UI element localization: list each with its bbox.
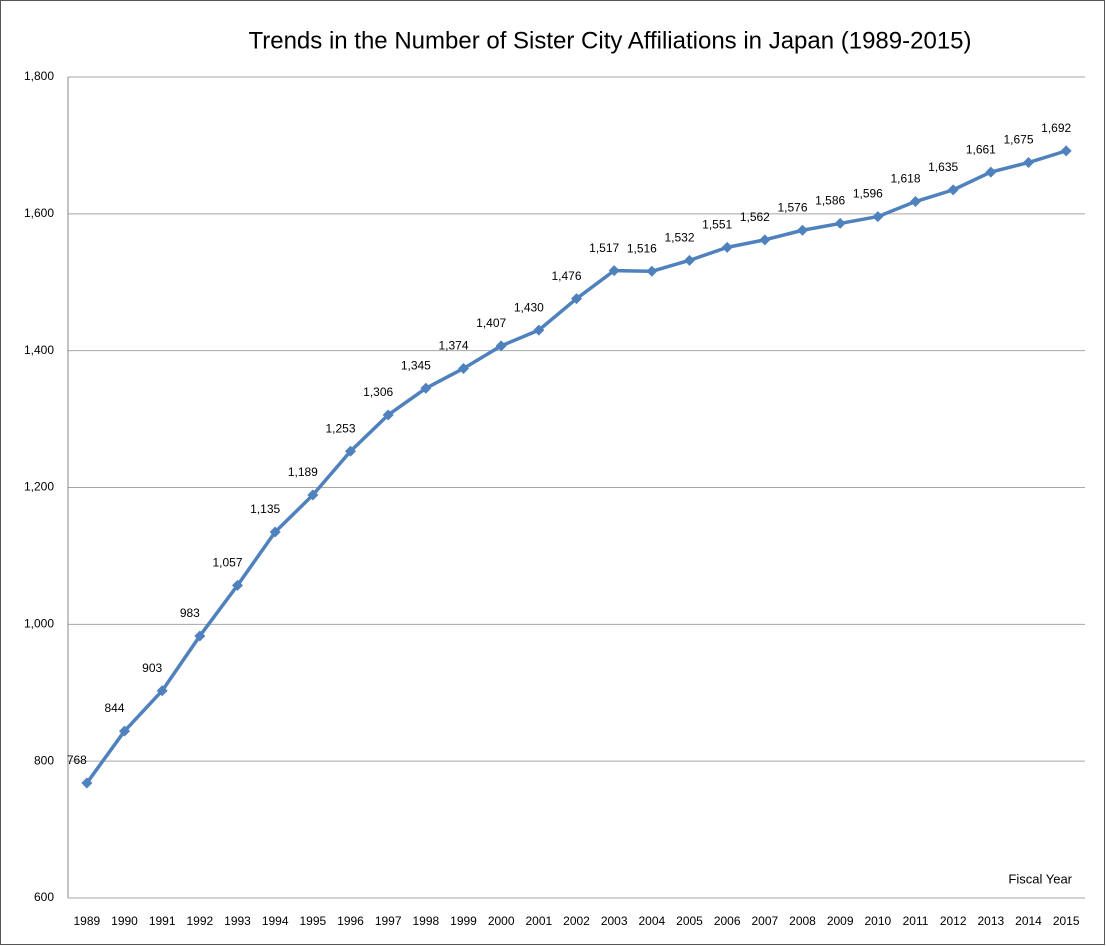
point-marker bbox=[910, 196, 921, 208]
x-tick-label: 1993 bbox=[224, 914, 251, 928]
data-label: 1,189 bbox=[288, 465, 318, 479]
point-marker bbox=[759, 234, 771, 246]
point-marker bbox=[721, 241, 733, 253]
x-tick-label: 1989 bbox=[73, 914, 100, 928]
x-tick-label: 2002 bbox=[563, 914, 590, 928]
data-label: 1,476 bbox=[551, 269, 581, 283]
data-label: 1,596 bbox=[853, 187, 883, 201]
point-marker bbox=[420, 382, 432, 394]
data-label: 1,306 bbox=[363, 385, 393, 399]
x-tick-label: 1994 bbox=[262, 914, 289, 928]
point-marker bbox=[156, 685, 168, 697]
x-tick-label: 1996 bbox=[337, 914, 364, 928]
point-marker bbox=[345, 445, 356, 457]
data-label: 983 bbox=[180, 606, 200, 620]
x-tick-label: 2012 bbox=[940, 914, 967, 928]
point-marker bbox=[458, 362, 469, 374]
x-tick-label: 2008 bbox=[789, 914, 816, 928]
data-label: 1,675 bbox=[1003, 133, 1033, 147]
data-label: 1,562 bbox=[740, 210, 770, 224]
data-label: 1,618 bbox=[890, 172, 920, 186]
x-tick-label: 2011 bbox=[903, 914, 929, 928]
data-label: 1,635 bbox=[928, 160, 958, 174]
data-label: 1,430 bbox=[514, 300, 544, 314]
x-tick-label: 2006 bbox=[714, 914, 741, 928]
x-tick-label: 2009 bbox=[827, 914, 854, 928]
x-tick-label: 1997 bbox=[375, 914, 402, 928]
point-marker bbox=[646, 265, 658, 277]
point-marker bbox=[382, 409, 394, 421]
point-marker bbox=[797, 224, 808, 236]
y-tick-label: 1,000 bbox=[24, 617, 54, 631]
data-label: 1,661 bbox=[966, 142, 996, 156]
point-marker bbox=[985, 166, 997, 178]
point-marker bbox=[307, 489, 319, 501]
point-marker bbox=[608, 265, 620, 277]
x-tick-label: 1992 bbox=[186, 914, 213, 928]
x-tick-label: 1998 bbox=[412, 914, 439, 928]
y-tick-label: 1,600 bbox=[24, 206, 54, 220]
data-label: 1,532 bbox=[664, 231, 694, 245]
y-tick-label: 600 bbox=[34, 890, 54, 904]
y-tick-label: 1,200 bbox=[24, 480, 54, 494]
data-label: 1,516 bbox=[627, 241, 657, 255]
point-marker bbox=[232, 579, 243, 591]
x-tick-label: 2014 bbox=[1015, 914, 1042, 928]
y-tick-label: 800 bbox=[34, 753, 54, 767]
data-label: 1,692 bbox=[1041, 121, 1071, 135]
point-marker bbox=[81, 777, 93, 789]
point-marker bbox=[119, 725, 130, 737]
point-marker bbox=[194, 630, 206, 642]
x-tick-label: 2005 bbox=[676, 914, 703, 928]
y-tick-label: 1,400 bbox=[24, 343, 54, 357]
point-marker bbox=[1023, 157, 1034, 169]
data-label: 1,576 bbox=[777, 200, 807, 214]
x-tick-label: 2010 bbox=[864, 914, 891, 928]
x-tick-label: 2000 bbox=[488, 914, 515, 928]
point-marker bbox=[947, 184, 959, 196]
x-tick-label: 2001 bbox=[525, 914, 552, 928]
data-label: 768 bbox=[67, 753, 87, 767]
x-tick-label: 1999 bbox=[450, 914, 477, 928]
x-tick-label: 2007 bbox=[751, 914, 778, 928]
x-tick-label: 2015 bbox=[1053, 914, 1080, 928]
data-label: 844 bbox=[104, 701, 124, 715]
point-marker bbox=[872, 211, 884, 223]
data-label: 1,135 bbox=[250, 502, 280, 516]
x-tick-label: 2003 bbox=[601, 914, 628, 928]
data-label: 1,345 bbox=[401, 358, 431, 372]
x-tick-label: 1991 bbox=[149, 914, 176, 928]
x-tick-label: 2013 bbox=[977, 914, 1004, 928]
x-tick-label: 1995 bbox=[299, 914, 326, 928]
data-label: 1,407 bbox=[476, 316, 506, 330]
data-label: 1,374 bbox=[438, 339, 468, 353]
point-marker bbox=[495, 340, 507, 352]
point-marker bbox=[684, 254, 695, 266]
data-label: 1,586 bbox=[815, 194, 845, 208]
point-marker bbox=[533, 324, 545, 336]
x-tick-label: 2004 bbox=[638, 914, 665, 928]
data-label: 1,551 bbox=[702, 218, 732, 232]
y-tick-label: 1,800 bbox=[24, 69, 54, 83]
point-marker bbox=[1060, 145, 1072, 157]
x-axis-label: Fiscal Year bbox=[1008, 871, 1072, 886]
point-marker bbox=[834, 217, 846, 229]
data-label: 1,057 bbox=[212, 556, 242, 570]
x-tick-label: 1990 bbox=[111, 914, 138, 928]
point-marker bbox=[269, 526, 281, 538]
chart-title: Trends in the Number of Sister City Affi… bbox=[248, 27, 971, 54]
data-label: 903 bbox=[142, 661, 162, 675]
point-marker bbox=[571, 293, 582, 305]
data-label: 1,253 bbox=[325, 421, 355, 435]
data-label: 1,517 bbox=[589, 241, 619, 255]
